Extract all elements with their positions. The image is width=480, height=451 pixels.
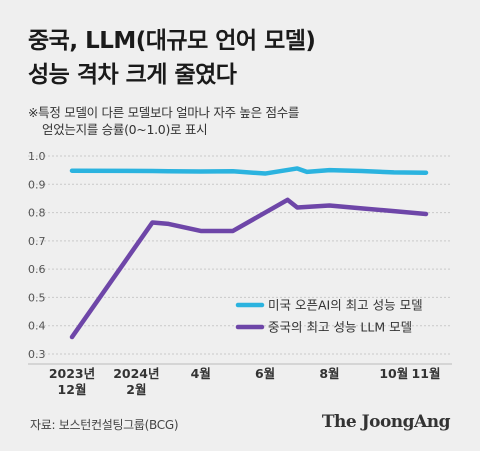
note-line-2: 얻었는지를 승률(0~1.0)로 표시 [42,122,208,137]
y-tick-label: 0.9 [28,178,46,191]
x-tick-label: 12월 [58,382,87,397]
chart-title: 중국, LLM(대규모 언어 모델) 성능 격차 크게 줄였다 [28,24,468,92]
y-tick-label: 0.3 [28,348,46,361]
y-tick-label: 0.5 [28,291,46,304]
x-tick-label: 6월 [255,366,275,381]
y-tick-label: 0.8 [28,207,46,220]
x-tick-label: 8월 [319,366,339,381]
x-tick-label: 11월 [412,366,441,381]
legend-label: 미국 오픈AI의 최고 성능 모델 [268,298,423,313]
x-tick-label: 2023년 [49,366,95,381]
source-credit: 자료: 보스턴컨설팅그룹(BCG) [30,418,179,432]
note-line-1: ※특정 모델이 다른 모델보다 얼마나 자주 높은 점수를 [28,105,300,120]
y-tick-label: 0.4 [28,320,46,333]
x-tick-label: 10월 [379,366,408,381]
x-tick-label: 2024년 [113,366,159,381]
x-tick-label: 4월 [191,366,211,381]
chart-note: ※특정 모델이 다른 모델보다 얼마나 자주 높은 점수를 얻었는지를 승률(0… [28,104,468,138]
y-tick-label: 0.7 [28,235,46,248]
publisher-logo: The JoongAng [321,412,451,432]
y-tick-label: 1.0 [28,150,46,163]
series-line-us-openai [69,166,429,176]
x-tick-label: 2월 [126,382,146,397]
y-tick-label: 0.6 [28,263,46,276]
title-line-1: 중국, LLM(대규모 언어 모델) [28,28,316,54]
series-line-china-llm [69,197,429,340]
legend-label: 중국의 최고 성능 LLM 모델 [268,320,412,335]
title-line-2: 성능 격차 크게 줄였다 [28,62,237,88]
